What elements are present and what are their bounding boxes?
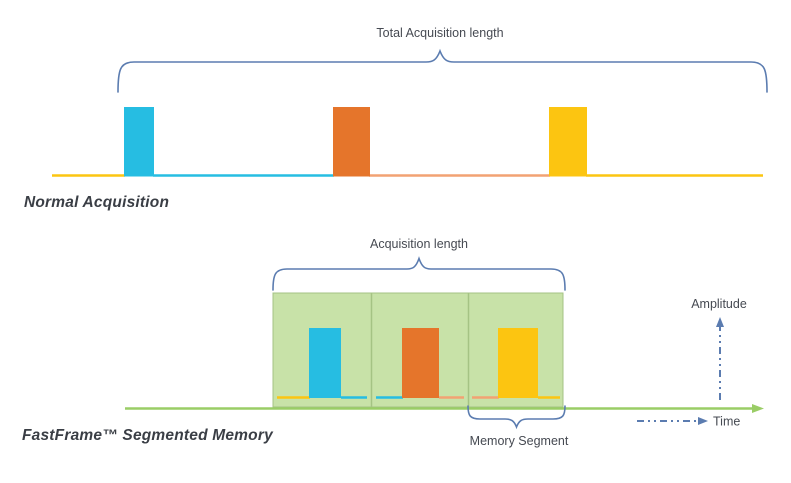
total-acquisition-brace [117,48,768,93]
segment2-pulse-orange [402,328,439,398]
acquisition-length-label: Acquisition length [370,237,468,251]
memory-segment-label: Memory Segment [470,434,569,448]
segment1-pulse-cyan [309,328,341,398]
memory-segment-brace [467,405,566,430]
normal-acquisition-title: Normal Acquisition [24,194,169,211]
amplitude-label: Amplitude [691,297,747,311]
pulse-yellow [549,107,587,177]
pulse-cyan [124,107,154,177]
amplitude-arrowhead-icon [716,317,724,327]
time-arrowhead-icon [698,417,708,425]
total-acquisition-length-label: Total Acquisition length [376,26,503,40]
segment3-pulse-yellow [498,328,538,398]
time-label: Time [713,415,740,429]
pulse-orange [333,107,370,177]
time-axis-arrowhead-icon [752,404,764,413]
fastframe-title: FastFrame™ Segmented Memory [22,427,274,444]
acquisition-length-brace [272,256,566,291]
